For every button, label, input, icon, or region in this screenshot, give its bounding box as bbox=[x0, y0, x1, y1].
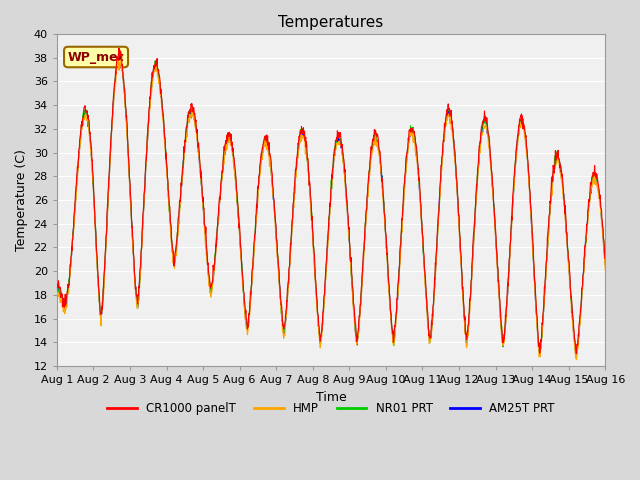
Text: WP_met: WP_met bbox=[68, 50, 124, 63]
Legend: CR1000 panelT, HMP, NR01 PRT, AM25T PRT: CR1000 panelT, HMP, NR01 PRT, AM25T PRT bbox=[103, 397, 559, 420]
X-axis label: Time: Time bbox=[316, 391, 346, 404]
Y-axis label: Temperature (C): Temperature (C) bbox=[15, 149, 28, 251]
Title: Temperatures: Temperatures bbox=[278, 15, 384, 30]
